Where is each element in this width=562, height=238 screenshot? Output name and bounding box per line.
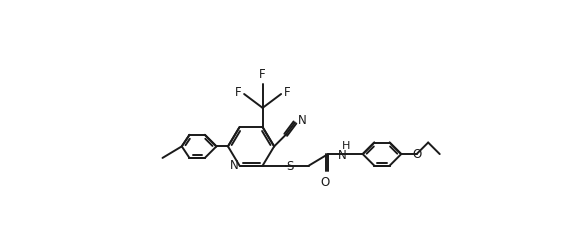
Text: N: N (338, 149, 347, 162)
Text: F: F (259, 68, 266, 81)
Text: H: H (342, 141, 351, 151)
Text: O: O (320, 176, 329, 189)
Text: N: N (230, 159, 239, 172)
Text: O: O (412, 148, 422, 161)
Text: F: F (283, 86, 290, 99)
Text: F: F (235, 86, 242, 99)
Text: S: S (287, 160, 294, 173)
Text: N: N (298, 114, 307, 127)
